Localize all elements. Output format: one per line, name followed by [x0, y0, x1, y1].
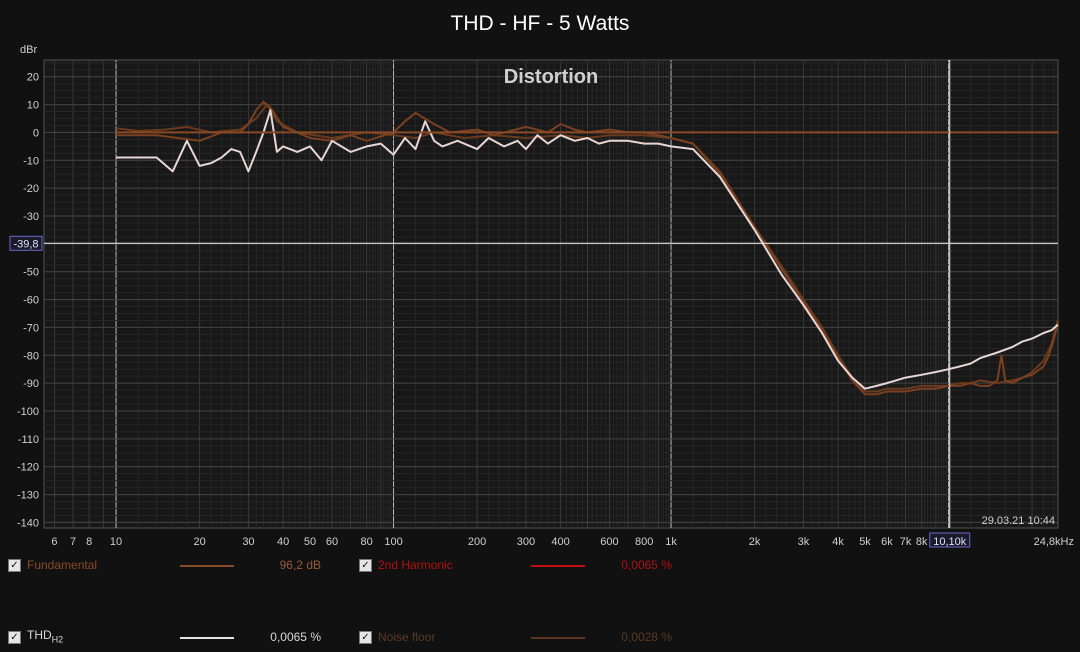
legend-value-fundamental: 96,2 dB	[279, 558, 321, 572]
x-tick-label: 5k	[859, 536, 871, 548]
x-tick-label: 6	[51, 536, 57, 548]
noise-floor-checkbox[interactable]: ✓	[359, 631, 372, 644]
legend-row-1: ✓ Fundamental 96,2 dB ✓ 2nd Harmonic 0,0…	[0, 558, 1080, 578]
legend-label-thd: THDH2	[27, 628, 63, 644]
cursor-x-label-box	[929, 532, 971, 548]
x-tick-label: 7	[70, 536, 76, 548]
timestamp: 29.03.21 10:44	[982, 515, 1055, 527]
cursor-y-label: -39,8	[13, 238, 38, 250]
x-tick-label: 3k	[798, 536, 810, 548]
x-tick-label: 20	[193, 536, 205, 548]
y-tick-label: -50	[23, 267, 39, 279]
legend-label-noise-floor: Noise floor	[378, 630, 436, 644]
cursor[interactable]: -39,8 10,10k	[9, 60, 1058, 548]
y-tick-label: -60	[23, 295, 39, 307]
y-tick-label: -70	[23, 322, 39, 334]
x-tick-label: 60	[326, 536, 338, 548]
y-tick-label: -140	[17, 517, 39, 529]
legend-label-2nd-harmonic: 2nd Harmonic	[378, 558, 453, 572]
y-tick-label: -120	[17, 462, 39, 474]
legend-value-2nd-harmonic: 0,0065 %	[621, 558, 672, 572]
x-axis-end-label: 24,8kHz	[1034, 536, 1074, 548]
x-tick-label: 800	[635, 536, 653, 548]
x-tick-label: 80	[361, 536, 373, 548]
legend-label-fundamental: Fundamental	[27, 558, 98, 572]
x-tick-label: 10	[110, 536, 122, 548]
x-tick-label: 600	[600, 536, 618, 548]
legend-label-thd-subscript: H2	[51, 634, 64, 645]
thd-checkbox[interactable]: ✓	[8, 631, 21, 644]
legend-label-thd-text: THD	[27, 628, 52, 642]
x-tick-label: 400	[551, 536, 569, 548]
legend-row-2: ✓ THDH2 0,0065 % ✓ Noise floor 0,0028 %	[0, 628, 1080, 650]
grid	[44, 60, 1058, 528]
y-tick-label: 20	[27, 72, 39, 84]
2nd-harmonic-checkbox[interactable]: ✓	[359, 559, 372, 572]
chart-title: THD - HF - 5 Watts	[451, 12, 630, 35]
x-tick-label: 300	[517, 536, 535, 548]
x-tick-label: 1k	[665, 536, 677, 548]
legend-value-noise-floor: 0,0028 %	[621, 630, 672, 644]
y-tick-label: -80	[23, 350, 39, 362]
series-lines	[115, 100, 1059, 396]
legend-swatch-2nd-harmonic	[531, 565, 585, 567]
cursor-x-label: 10,10k	[933, 536, 967, 548]
y-tick-label: -20	[23, 183, 39, 195]
plot-area[interactable]	[43, 59, 1059, 529]
y-tick-label: -10	[23, 155, 39, 167]
x-tick-label: 100	[384, 536, 402, 548]
legend-value-thd: 0,0065 %	[270, 630, 321, 644]
x-tick-label: 50	[304, 536, 316, 548]
y-tick-label: -130	[17, 490, 39, 502]
x-tick-label: 6k	[881, 536, 893, 548]
x-tick-label: 4k	[832, 536, 844, 548]
series-line-thd	[116, 109, 1059, 390]
x-tick-label: 8	[86, 536, 92, 548]
y-axis-unit-label: dBr	[20, 44, 37, 56]
y-tick-label: -110	[18, 434, 39, 446]
x-tick-label: 40	[277, 536, 289, 548]
cursor-y-label-box	[9, 235, 43, 251]
x-tick-label: 200	[468, 536, 486, 548]
x-axis-ticks: 6 7 8 10 20 30 40 50 60 80 100 200 300 400 600 800 1k 2k 3…	[51, 536, 928, 548]
legend-swatch-noise-floor	[531, 637, 585, 639]
y-tick-label: 0	[33, 127, 39, 139]
y-tick-label: -30	[23, 211, 39, 223]
y-tick-label: -90	[23, 378, 39, 390]
fundamental-checkbox[interactable]: ✓	[8, 559, 21, 572]
x-tick-label: 7k	[900, 536, 912, 548]
y-axis-ticks: 20 10 0 -10 -20 -30 -50 -60 -70 -80 -90 -100 -110 -12…	[17, 72, 39, 530]
x-tick-label: 30	[242, 536, 254, 548]
x-tick-label: 2k	[749, 536, 761, 548]
x-tick-label: 8k	[916, 536, 928, 548]
y-tick-label: -100	[17, 406, 39, 418]
legend-swatch-thd	[180, 637, 234, 639]
y-tick-label: 10	[27, 100, 39, 112]
chart-annotation: Distortion	[504, 66, 598, 88]
legend-swatch-fundamental	[180, 565, 234, 567]
